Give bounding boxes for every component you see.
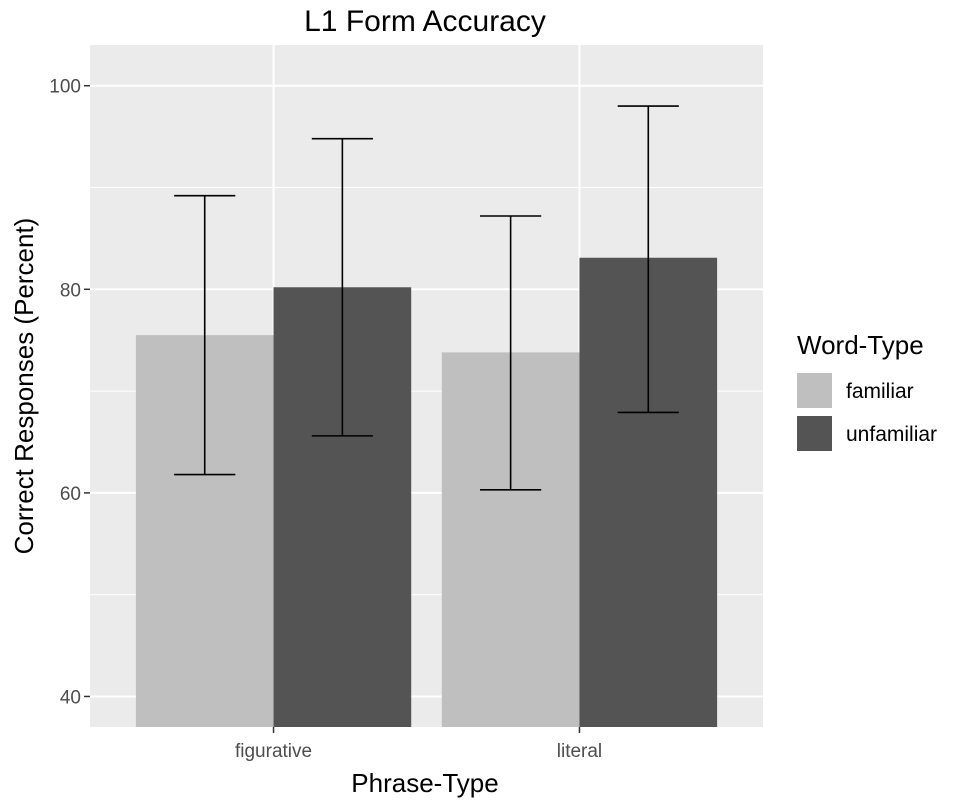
bars — [135, 257, 718, 727]
legend-swatch-familiar — [797, 373, 832, 408]
x-tick-label: figurative — [235, 741, 312, 762]
legend: Word-Type familiar unfamiliar — [797, 330, 937, 451]
error-bars — [174, 105, 679, 491]
y-tick-label: 60 — [60, 484, 81, 505]
x-axis-ticks: figurative literal — [235, 727, 602, 762]
y-axis-title: Correct Responses (Percent) — [9, 218, 39, 555]
legend-title: Word-Type — [797, 330, 924, 360]
chart-title: L1 Form Accuracy — [304, 5, 546, 38]
x-tick-label: literal — [557, 741, 602, 762]
legend-label-unfamiliar: unfamiliar — [846, 423, 937, 446]
legend-swatch-unfamiliar — [797, 416, 832, 451]
x-axis-title: Phrase-Type — [351, 768, 498, 798]
legend-label-familiar: familiar — [846, 380, 914, 403]
y-tick-label: 40 — [60, 687, 81, 708]
y-tick-label: 100 — [49, 77, 81, 98]
y-tick-label: 80 — [60, 280, 81, 301]
y-axis-ticks: 40 60 80 100 — [49, 77, 90, 708]
